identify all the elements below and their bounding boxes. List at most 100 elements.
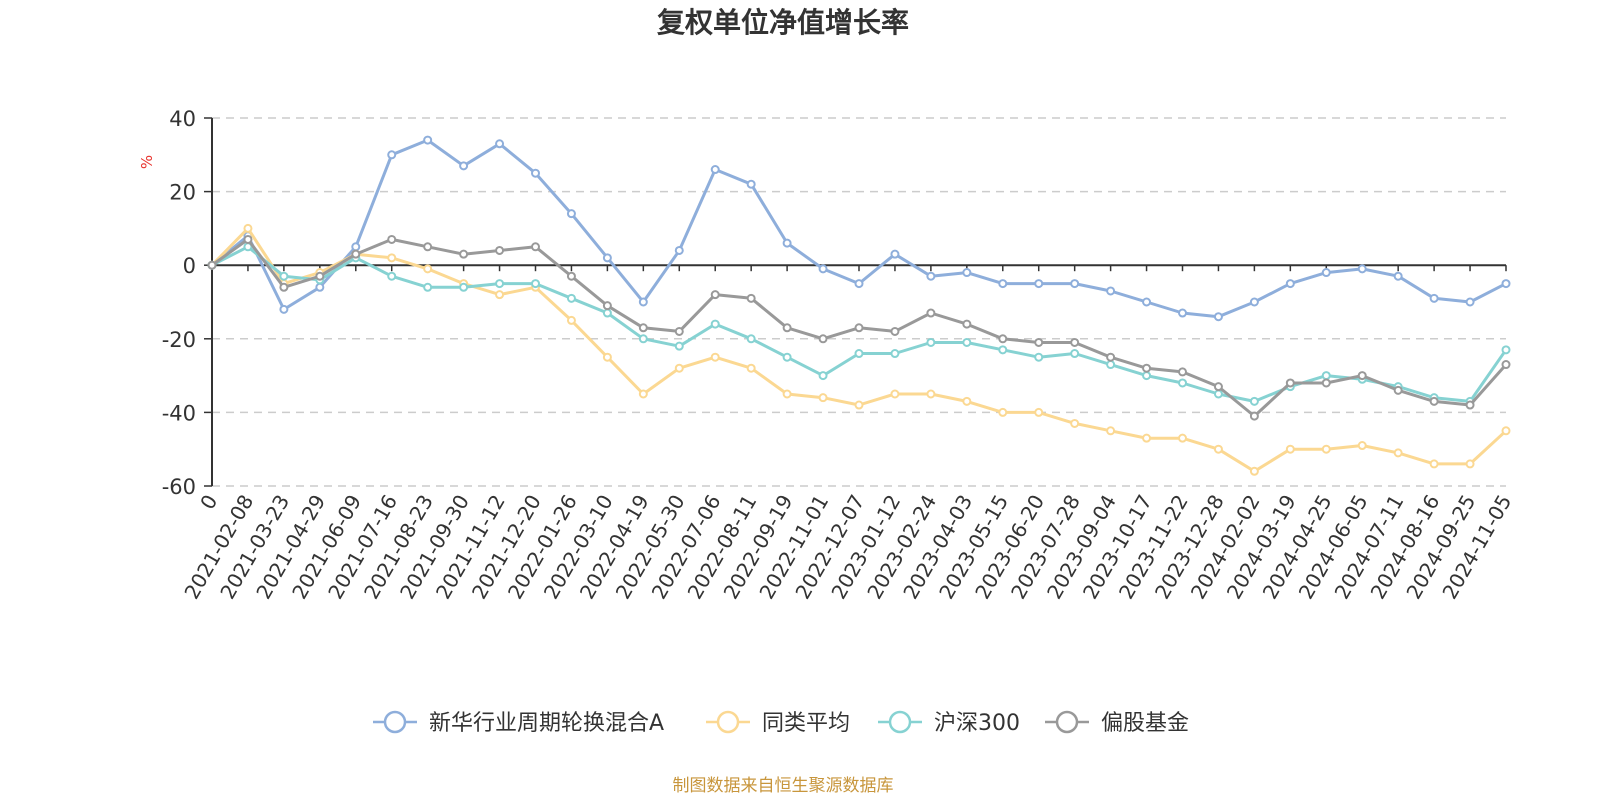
data-point — [1501, 279, 1511, 289]
data-point — [962, 268, 972, 278]
data-point — [998, 407, 1008, 417]
data-point — [854, 400, 864, 410]
data-point — [531, 242, 540, 252]
data-point — [602, 308, 612, 318]
data-point — [674, 363, 684, 373]
data-point — [279, 271, 289, 281]
data-point — [602, 301, 612, 311]
data-point — [566, 271, 576, 281]
data-point — [531, 168, 540, 178]
data-point — [1178, 308, 1187, 318]
data-point — [1249, 411, 1259, 421]
data-point — [818, 371, 828, 381]
data-point — [495, 139, 505, 149]
data-point — [351, 242, 361, 252]
gridlines — [212, 117, 1506, 487]
y-tick-label: -20 — [162, 328, 196, 352]
data-point — [638, 389, 648, 399]
data-point — [315, 282, 325, 292]
legend-label: 新华行业周期轮换混合A — [429, 711, 664, 736]
data-point — [998, 334, 1008, 344]
legend-label: 偏股基金 — [1101, 711, 1189, 736]
data-point — [1285, 444, 1295, 454]
legend-label: 沪深300 — [934, 711, 1020, 736]
data-point — [423, 242, 433, 252]
data-point — [351, 249, 361, 259]
axes: 40200-20-40-6002021-02-082021-03-232021-… — [162, 107, 1517, 603]
chart-title: 复权单位净值增长率 — [657, 6, 909, 39]
legend: 新华行业周期轮换混合A 同类平均 沪深300 偏股基金 — [373, 710, 1189, 736]
data-point — [1213, 444, 1223, 454]
data-point — [1357, 441, 1367, 451]
data-point — [710, 165, 720, 175]
y-tick-label: 40 — [169, 107, 196, 131]
data-point — [962, 396, 972, 406]
data-point — [710, 290, 720, 300]
data-point — [1106, 360, 1116, 370]
data-point — [279, 282, 289, 292]
data-point — [1178, 367, 1187, 377]
data-point — [854, 323, 864, 333]
data-point — [1178, 378, 1187, 388]
data-point — [1429, 396, 1439, 406]
data-point — [998, 345, 1008, 355]
data-point — [638, 334, 648, 344]
data-point — [1070, 279, 1080, 289]
data-point — [1034, 279, 1044, 289]
data-point — [1034, 337, 1044, 347]
data-point — [566, 293, 576, 303]
data-point — [1106, 426, 1116, 436]
data-point — [1393, 385, 1403, 395]
data-point — [782, 389, 792, 399]
data-point — [1142, 433, 1152, 443]
data-point — [1465, 459, 1475, 469]
data-point — [1034, 407, 1044, 417]
data-point — [1321, 371, 1331, 381]
data-point — [531, 279, 540, 289]
data-point — [1142, 297, 1152, 307]
data-point — [818, 334, 828, 344]
data-point — [1357, 371, 1367, 381]
data-point — [962, 337, 972, 347]
data-point — [243, 223, 253, 233]
data-point — [1321, 268, 1331, 278]
data-point — [890, 326, 900, 336]
y-axis-unit: % — [138, 155, 156, 169]
data-point — [1501, 426, 1511, 436]
data-point — [387, 271, 397, 281]
legend-marker-icon — [383, 710, 407, 734]
data-point — [1285, 378, 1295, 388]
data-point — [890, 349, 900, 359]
data-point — [1393, 448, 1403, 458]
data-point — [962, 319, 972, 329]
data-point — [1321, 378, 1331, 388]
data-point — [495, 245, 505, 255]
legend-marker-icon — [1055, 710, 1079, 734]
data-point — [1106, 352, 1116, 362]
data-point — [890, 389, 900, 399]
data-point — [423, 282, 433, 292]
y-tick-label: -60 — [162, 475, 196, 499]
legend-marker-icon — [716, 710, 740, 734]
data-point — [710, 319, 720, 329]
data-point — [674, 326, 684, 336]
data-point — [602, 253, 612, 263]
data-point — [1501, 345, 1511, 355]
data-point — [782, 238, 792, 248]
data-point — [1393, 271, 1403, 281]
x-tick-label: 0 — [195, 491, 222, 514]
data-point — [1501, 360, 1511, 370]
data-point — [782, 323, 792, 333]
data-point — [746, 334, 756, 344]
data-point — [566, 315, 576, 325]
data-point — [1070, 349, 1080, 359]
data-point — [854, 279, 864, 289]
data-point — [818, 264, 828, 274]
data-point — [1465, 400, 1475, 410]
y-tick-label: -40 — [162, 401, 196, 425]
data-point — [387, 253, 397, 263]
data-point — [1321, 444, 1331, 454]
data-point — [854, 349, 864, 359]
data-point — [926, 271, 936, 281]
